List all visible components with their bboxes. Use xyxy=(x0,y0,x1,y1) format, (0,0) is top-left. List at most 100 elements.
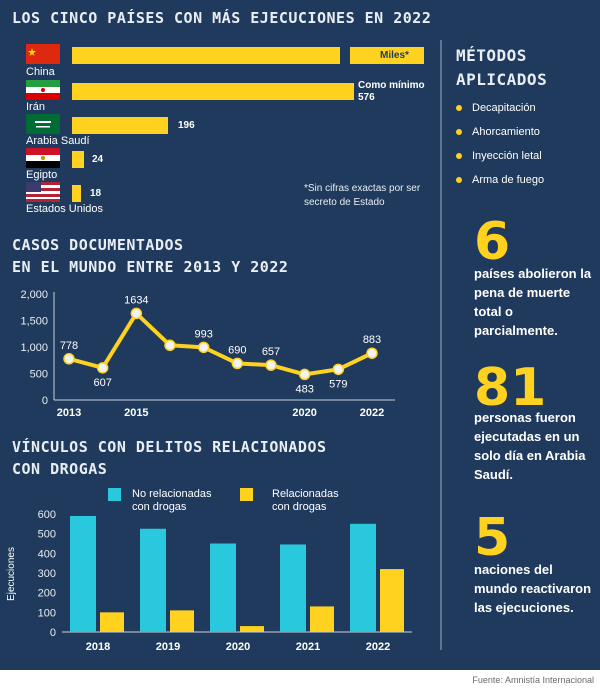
fact-number-1: 6 xyxy=(474,212,511,272)
fact-number-3: 5 xyxy=(474,508,511,568)
point-label: 778 xyxy=(60,340,78,352)
bar-china-right xyxy=(350,47,424,64)
bullet-icon xyxy=(456,129,462,136)
fact-number-2: 81 xyxy=(474,358,547,418)
country-label-saudi-arabia: Arabia Saudí xyxy=(26,135,90,147)
bar-non-drug xyxy=(280,544,306,632)
bullet-icon xyxy=(456,153,462,160)
method-item: Arma de fuego xyxy=(456,174,544,186)
method-item: Decapitación xyxy=(456,102,536,114)
bar-non-drug xyxy=(210,543,236,632)
y-tick-label: 0 xyxy=(50,627,56,639)
method-label: Ahorcamiento xyxy=(472,126,540,138)
point-label: 1634 xyxy=(124,294,148,306)
point-label: 883 xyxy=(363,334,381,346)
legend-label: Relacionadas con drogas xyxy=(272,488,339,513)
y-tick-label: 500 xyxy=(38,529,56,541)
bar-label-egypt: 24 xyxy=(92,154,104,165)
method-item: Inyección letal xyxy=(456,150,542,162)
line-section-title-line1: CASOS DOCUMENTADOS xyxy=(12,236,184,254)
series-line xyxy=(68,311,373,377)
line-section-title: CASOS DOCUMENTADOS EN EL MUNDO ENTRE 201… xyxy=(12,234,288,278)
bar-label-saudi-arabia: 196 xyxy=(178,120,195,131)
bar-drug xyxy=(100,612,124,632)
x-tick-label: 2022 xyxy=(360,407,384,419)
point-label: 993 xyxy=(194,328,212,340)
usa-flag-icon xyxy=(26,182,60,202)
y-tick-label: 0 xyxy=(42,395,48,407)
fact-text-3: naciones del mundo reactivaron las ejecu… xyxy=(474,562,592,615)
bar-egypt xyxy=(72,151,84,168)
point-label: 690 xyxy=(228,344,246,356)
methods-title-line1: MÉTODOS xyxy=(456,46,527,65)
legend-swatch-cyan xyxy=(108,488,121,501)
point-label: 579 xyxy=(329,378,347,390)
drug-bar-chart: No relacionadas con drogas Relacionadas con… xyxy=(6,488,412,653)
egypt-flag-icon xyxy=(26,148,60,168)
bar-drug xyxy=(310,606,334,632)
bar-china-left xyxy=(72,47,340,64)
top-section-title: LOS CINCO PAÍSES CON MÁS EJECUCIONES EN … xyxy=(12,9,432,27)
bullet-icon xyxy=(456,105,462,112)
country-label-egypt: Egipto xyxy=(26,169,58,181)
data-point xyxy=(63,353,75,365)
x-tick-label: 2015 xyxy=(124,407,148,419)
saudi-arabia-flag-icon xyxy=(26,114,60,134)
y-axis-label: Ejecuciones xyxy=(6,547,17,601)
y-tick-label: 2,000 xyxy=(20,289,48,301)
methods-title-line2: APLICADOS xyxy=(456,70,548,89)
bar-usa xyxy=(72,185,81,202)
x-tick-label: 2019 xyxy=(156,641,180,653)
footnote: *Sin cifras exactas por ser secreto de E… xyxy=(304,183,421,208)
x-tick-label: 2018 xyxy=(86,641,110,653)
bullet-icon xyxy=(456,177,462,184)
method-label: Inyección letal xyxy=(472,150,542,162)
y-tick-label: 1,000 xyxy=(20,342,48,354)
y-tick-label: 300 xyxy=(38,568,56,580)
legend-label: No relacionadas con drogas xyxy=(132,488,212,513)
country-label-iran: Irán xyxy=(26,101,45,113)
drug-section-title-line1: VÍNCULOS CON DELITOS RELACIONADOS xyxy=(12,438,327,456)
bar-non-drug xyxy=(140,528,166,632)
x-tick-label: 2020 xyxy=(226,641,250,653)
data-point xyxy=(164,339,176,352)
bar-drug xyxy=(170,610,194,632)
drug-section-title: VÍNCULOS CON DELITOS RELACIONADOS CON DR… xyxy=(12,436,327,480)
method-label: Arma de fuego xyxy=(472,174,545,186)
x-tick-label: 2021 xyxy=(296,641,320,653)
drug-section-title-line2: CON DROGAS xyxy=(12,460,108,478)
bar-label-iran: Como mínimo 576 xyxy=(358,80,425,103)
y-tick-label: 600 xyxy=(38,509,56,521)
point-label: 657 xyxy=(262,346,280,358)
data-point xyxy=(265,359,277,371)
x-tick-label: 2022 xyxy=(366,641,390,653)
line-section-title-line2: EN EL MUNDO ENTRE 2013 Y 2022 xyxy=(12,258,289,276)
point-label: 607 xyxy=(93,377,111,389)
bar-drug xyxy=(380,569,404,632)
y-tick-label: 100 xyxy=(38,607,56,619)
data-point xyxy=(197,341,210,354)
method-label: Decapitación xyxy=(472,102,536,114)
data-point xyxy=(332,363,345,376)
bar-saudi-arabia xyxy=(72,117,168,134)
legend-swatch-yellow xyxy=(240,488,253,501)
x-tick-label: 2020 xyxy=(292,407,316,419)
bar-label-usa: 18 xyxy=(90,188,102,199)
country-label-china: China xyxy=(26,66,55,78)
data-point xyxy=(298,368,311,381)
line-chart: 2,000 1,500 1,000 500 0 2013 2015 2020 2022 778 60… xyxy=(20,289,395,419)
iran-flag-icon xyxy=(26,80,60,100)
data-point xyxy=(366,347,378,359)
bar-iran xyxy=(72,83,354,100)
bar-non-drug xyxy=(350,523,376,632)
column-divider xyxy=(440,40,442,650)
method-item: Ahorcamiento xyxy=(456,126,540,138)
point-label: 483 xyxy=(295,383,313,395)
fact-text-1: países abolieron la pena de muerte total… xyxy=(474,266,592,338)
fact-text-2: personas fueron ejecutadas en un solo dí… xyxy=(474,410,586,482)
country-label-usa: Estados Unidos xyxy=(26,203,104,215)
x-tick-label: 2013 xyxy=(57,407,81,419)
china-flag-icon xyxy=(26,44,60,64)
data-point xyxy=(231,357,244,370)
